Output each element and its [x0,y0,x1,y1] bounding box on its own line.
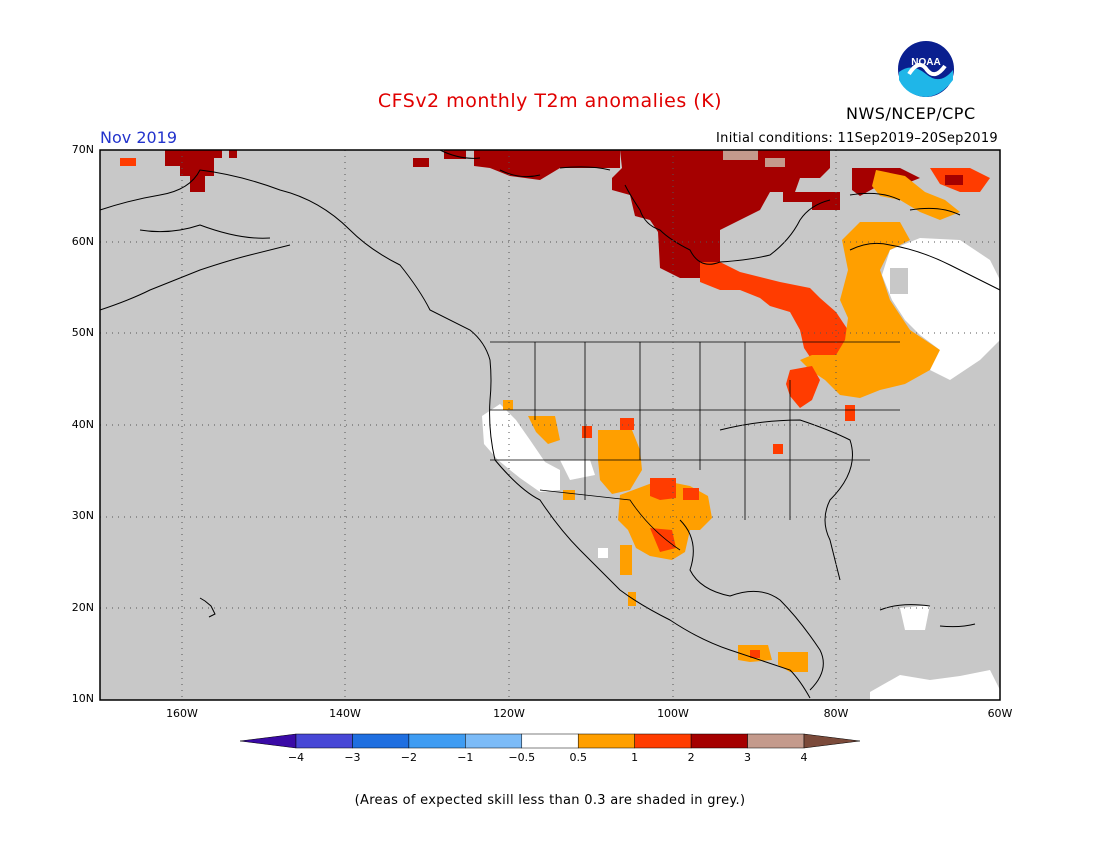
colorbar-segment [352,733,410,749]
colorbar-tick-label: −0.5 [508,751,536,764]
anomaly-fill-layer [120,150,1000,700]
colorbar-tick-label: −4 [287,751,305,764]
lon-label: 80W [823,707,849,720]
colorbar-segment [577,733,635,749]
lon-label: 160W [166,707,198,720]
colorbar-tick-label: 0.5 [569,751,587,764]
valid-month-label: Nov 2019 [100,128,178,147]
lat-label: 50N [71,326,94,339]
colorbar-tick-label: −3 [344,751,361,764]
colorbar-segment [634,733,692,749]
colorbar-tick-label: −2 [400,751,417,764]
colorbar-segment [690,733,748,749]
colorbar-segment [408,733,466,749]
state-borders-layer [490,341,900,551]
colorbar-tick-label: 1 [631,751,639,764]
coastline-layer [99,149,1001,699]
colorbar-segment [465,733,523,749]
lat-label: 20N [71,601,94,614]
initial-conditions-label: Initial conditions: 11Sep2019–20Sep2019 [716,131,998,146]
lon-label: 120W [493,707,525,720]
logo-text: NOAA [911,57,940,68]
lon-label: 140W [329,707,361,720]
colorbar-segment [747,733,805,749]
lat-label: 10N [71,692,94,705]
map-title: CFSv2 monthly T2m anomalies (K) [377,90,723,112]
skill-note: (Areas of expected skill less than 0.3 a… [354,793,746,808]
colorbar-tick-label: 3 [744,751,752,764]
agency-label: NWS/NCEP/CPC [846,104,976,123]
lon-label: 60W [987,707,1013,720]
lat-label: 70N [71,143,94,156]
colorbar-tick-label: 2 [687,751,695,764]
colorbar-tick-label: −1 [457,751,474,764]
colorbar-segment [803,733,861,749]
lat-label: 60N [71,235,94,248]
noaa-logo-icon: NOAA [898,41,954,97]
lat-label: 40N [71,418,94,431]
lon-label: 100W [657,707,689,720]
colorbar-tick-label: 4 [800,751,808,764]
colorbar-segment [239,733,297,749]
lat-label: 30N [71,509,94,522]
colorbar-segment [295,733,353,749]
map-frame [99,149,1001,701]
graticule-layer [100,150,1000,700]
colorbar-segment [521,733,579,749]
